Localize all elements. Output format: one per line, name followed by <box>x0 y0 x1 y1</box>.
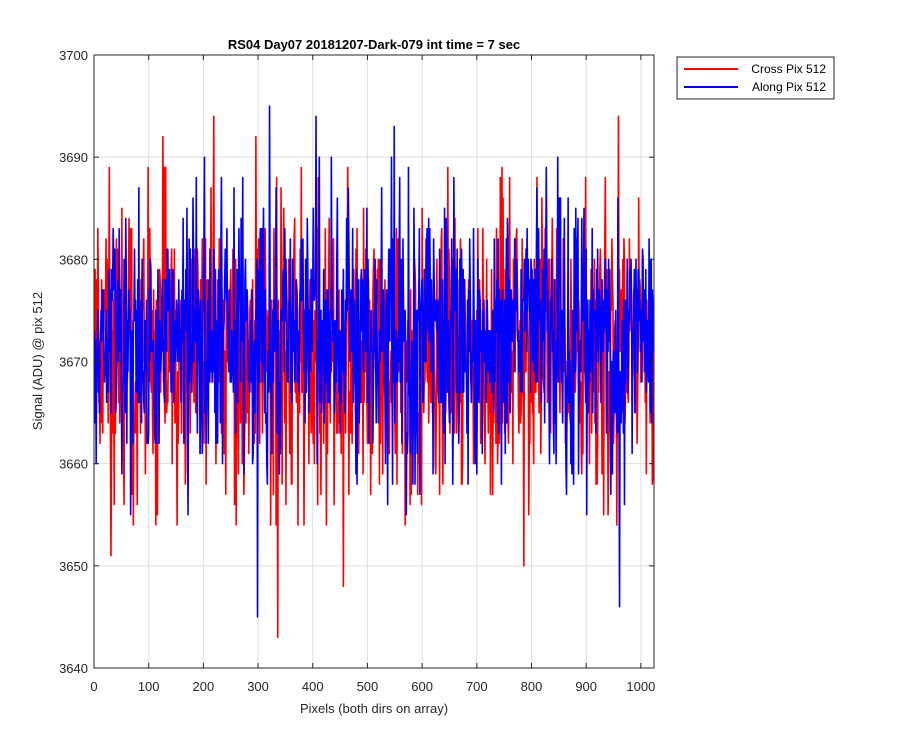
legend-label-along: Along Pix 512 <box>752 80 826 94</box>
y-tick-label: 3670 <box>59 355 88 370</box>
plot-area: 0 100 200 300 400 500 600 700 800 900 1000 3640 3650… <box>59 48 655 694</box>
x-tick-label: 400 <box>302 679 324 694</box>
legend-label-cross: Cross Pix 512 <box>751 62 826 76</box>
x-tick-label: 800 <box>521 679 543 694</box>
series-layer <box>94 105 654 639</box>
y-tick-label: 3680 <box>59 252 88 267</box>
ticks: 0 100 200 300 400 500 600 700 800 900 1000 3640 3650… <box>59 48 655 694</box>
x-tick-label: 200 <box>193 679 215 694</box>
x-tick-label: 500 <box>357 679 379 694</box>
y-tick-label: 3650 <box>59 559 88 574</box>
x-tick-label: 1000 <box>626 679 655 694</box>
x-tick-label: 600 <box>411 679 433 694</box>
x-axis-label: Pixels (both dirs on array) <box>300 701 448 716</box>
chart-title: RS04 Day07 20181207-Dark-079 int time = … <box>228 37 520 52</box>
x-tick-label: 900 <box>575 679 597 694</box>
series-line-along <box>94 105 654 618</box>
legend: Cross Pix 512 Along Pix 512 <box>676 56 835 100</box>
x-tick-label: 300 <box>247 679 269 694</box>
x-tick-label: 0 <box>90 679 97 694</box>
y-axis-label: Signal (ADU) @ pix 512 <box>30 292 45 430</box>
x-tick-label: 100 <box>138 679 160 694</box>
x-tick-label: 700 <box>466 679 488 694</box>
y-tick-label: 3700 <box>59 48 88 63</box>
legend-box <box>676 56 835 100</box>
y-tick-label: 3690 <box>59 150 88 165</box>
y-tick-label: 3640 <box>59 661 88 676</box>
y-tick-label: 3660 <box>59 457 88 472</box>
